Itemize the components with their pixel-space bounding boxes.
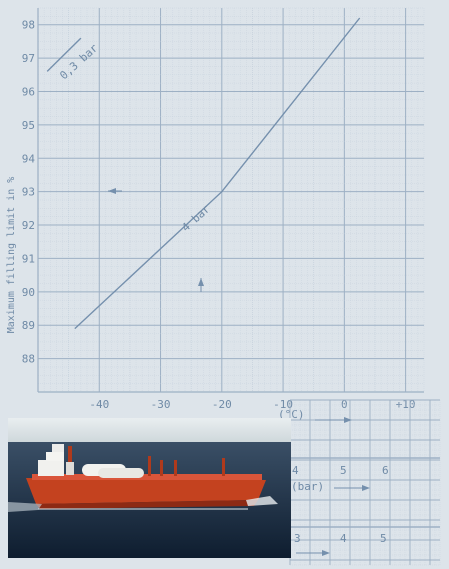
y-tick-label: 88 <box>22 353 35 366</box>
x-tick-label: -10 <box>273 398 293 411</box>
series <box>46 17 361 330</box>
arrow-right-icon <box>334 485 370 491</box>
ship <box>8 444 278 512</box>
y-tick-label: 92 <box>22 219 35 232</box>
scale1-tick: 6 <box>382 464 389 477</box>
series-label-03bar: 0,3 bar <box>57 41 100 82</box>
x-tick-label: +10 <box>396 398 416 411</box>
y-axis-label: Maximum filling limit in % <box>6 177 17 334</box>
x-tick-label: -40 <box>89 398 109 411</box>
scale1-tick: 5 <box>340 464 347 477</box>
x-axis: -40 -30 -20 -10 0 +10 <box>89 398 415 411</box>
x-tick-label: -30 <box>151 398 171 411</box>
y-tick-label: 98 <box>22 19 35 32</box>
scale1-unit: (bar) <box>291 480 324 493</box>
chart-grid <box>37 7 425 393</box>
x-tick-label: 0 <box>341 398 348 411</box>
y-tick-label: 95 <box>22 119 35 132</box>
series-line-03bar <box>46 37 82 72</box>
scale1-tick: 4 <box>292 464 299 477</box>
ship-photo <box>8 418 291 558</box>
y-tick-label: 93 <box>22 186 35 199</box>
scale2-tick: 4 <box>340 532 347 545</box>
scale2-tick: 5 <box>380 532 387 545</box>
y-tick-label: 97 <box>22 52 35 65</box>
y-axis: 98 97 96 95 94 93 92 91 90 89 88 <box>22 19 36 366</box>
secondary-scale-grid <box>289 399 441 566</box>
x-unit-label: (°C) <box>278 408 305 421</box>
scale2-tick: 3 <box>294 532 301 545</box>
y-tick-label: 91 <box>22 252 35 265</box>
x-tick-label: -20 <box>212 398 232 411</box>
y-tick-label: 89 <box>22 319 35 332</box>
arrow-right-icon <box>296 550 330 556</box>
arrow-up-icon <box>198 278 204 292</box>
arrow-left-icon <box>108 188 122 194</box>
y-tick-label: 96 <box>22 85 35 98</box>
arrow-right-icon <box>315 417 352 423</box>
series-line-4bar <box>74 17 361 330</box>
y-tick-label: 90 <box>22 286 35 299</box>
y-tick-label: 94 <box>22 152 36 165</box>
series-label-4bar: 4 bar <box>179 202 213 234</box>
